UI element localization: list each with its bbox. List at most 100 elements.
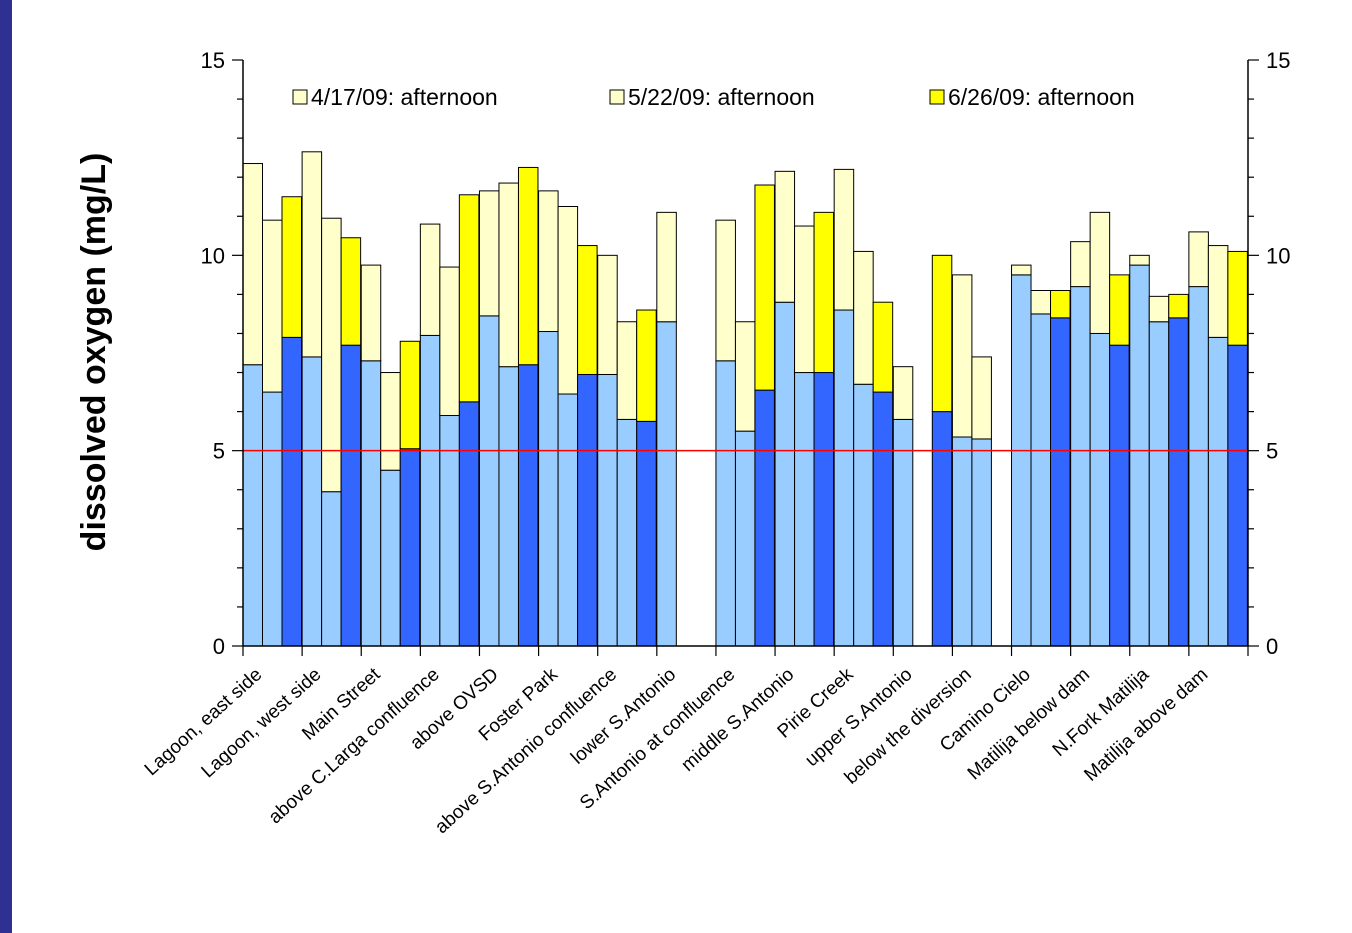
y-axis-label: dissolved oxygen (mg/L) xyxy=(75,153,113,552)
bar-segment-high xyxy=(656,211,677,323)
bar-segment-low xyxy=(616,418,638,647)
bar-segment-high xyxy=(1050,289,1071,319)
bar-segment-low xyxy=(931,411,953,647)
bar-segment-low xyxy=(321,491,342,647)
bar-segment-high xyxy=(892,366,914,420)
bar-segment-low xyxy=(1050,317,1071,647)
bar-segment-high xyxy=(774,170,796,303)
bar-segment-low xyxy=(1011,274,1032,647)
bar-segment-low xyxy=(281,336,302,647)
bar-segment-high xyxy=(301,151,323,358)
legend-label: 6/26/09: afternoon xyxy=(948,84,1135,110)
bar-segment-low xyxy=(1227,344,1248,647)
chart-panel: 0 0 5 5 10 10 15 15 Lagoon, east side Lagoon, wes… xyxy=(12,0,1352,933)
bar-segment-low xyxy=(458,401,480,647)
legend-swatch xyxy=(292,89,308,105)
bar-segment-high xyxy=(380,372,401,471)
bar-segment-low xyxy=(813,372,835,647)
bar-segment-low xyxy=(636,420,657,647)
bar-segment-low xyxy=(242,364,263,647)
bar-segment-low xyxy=(754,389,775,647)
bar-segment-low xyxy=(597,373,618,647)
bar-segment-high xyxy=(498,182,519,368)
bar-segment-low xyxy=(478,315,500,647)
bar-segment-low xyxy=(301,356,323,647)
bar-segment-high xyxy=(813,211,835,374)
y-tick-label-left: 15 xyxy=(201,48,225,73)
bar-segment-high xyxy=(1070,241,1091,288)
bar-segment-high xyxy=(616,321,638,420)
bar-segment-low xyxy=(892,418,914,647)
bar-segment-high xyxy=(1011,264,1032,276)
bar-segment-high xyxy=(833,168,855,311)
bar-segment-low xyxy=(262,391,283,647)
bar-segment-low xyxy=(1188,286,1209,647)
bar-segment-high xyxy=(1129,254,1150,266)
bar-segment-low xyxy=(340,344,362,647)
bar-segment-high xyxy=(458,194,480,403)
bar-segment-high xyxy=(1148,295,1170,323)
bar-segment-low xyxy=(1148,321,1170,647)
bar-segment-low xyxy=(538,331,559,647)
bar-segment-high xyxy=(636,309,657,422)
x-category-label: upper S.Antonio xyxy=(801,664,916,771)
bar-segment-low xyxy=(1207,336,1229,647)
bar-segment-high xyxy=(1207,245,1229,338)
bar-segment-high xyxy=(557,206,579,395)
bar-segment-low xyxy=(419,334,441,647)
bar-segment-high xyxy=(340,237,362,346)
bar-segment-high xyxy=(931,254,953,413)
bar-segment-high xyxy=(439,266,460,417)
bar-segment-high xyxy=(517,166,539,366)
bar-segment-high xyxy=(1188,231,1209,288)
bar-segment-high xyxy=(794,225,815,374)
bar-segment-high xyxy=(715,219,736,362)
bar-segment-high xyxy=(1168,293,1189,319)
bar-segment-high xyxy=(281,196,302,338)
bar-segment-low xyxy=(1168,317,1189,647)
bar-segment-high xyxy=(872,301,894,393)
bar-segment-low xyxy=(774,301,796,647)
bar-segment-low xyxy=(715,360,736,647)
bar-segment-high xyxy=(1109,274,1130,346)
bar-segment-high xyxy=(538,190,559,333)
y-tick-label-left: 10 xyxy=(201,243,225,268)
bar-segment-low xyxy=(498,366,519,647)
y-tick-label-left: 5 xyxy=(213,439,225,464)
bar-segment-low xyxy=(360,360,382,647)
bar-segment-high xyxy=(419,223,441,336)
bar-segment-low xyxy=(1129,264,1150,647)
y-tick-label-right: 0 xyxy=(1266,634,1278,659)
bar-segment-high xyxy=(971,356,992,440)
y-tick-label-right: 10 xyxy=(1266,243,1290,268)
legend-label: 5/22/09: afternoon xyxy=(628,84,815,110)
bar-segment-low xyxy=(517,364,539,647)
x-category-label: lower S.Antonio xyxy=(567,664,680,769)
y-tick-label-right: 5 xyxy=(1266,439,1278,464)
y-tick-label-right: 15 xyxy=(1266,48,1290,73)
legend: 4/17/09: afternoon 5/22/09: afternoon 6/26… xyxy=(292,84,1135,110)
bar-segment-low xyxy=(833,309,855,647)
bar-segment-high xyxy=(734,321,756,432)
bar-segment-low xyxy=(1109,344,1130,647)
bar-segment-high xyxy=(262,219,283,393)
bar-segment-high xyxy=(853,250,874,385)
bar-segment-high xyxy=(1030,289,1052,315)
bar-segment-high xyxy=(399,340,421,450)
bar-segment-high xyxy=(478,190,500,317)
bar-segment-low xyxy=(577,373,598,647)
bar-segment-high xyxy=(1227,250,1248,346)
bar-segment-high xyxy=(754,184,775,391)
bar-segment-low xyxy=(656,321,677,647)
bar-segment-high xyxy=(360,264,382,362)
bar-segment-low xyxy=(1070,286,1091,647)
bar-segment-low xyxy=(1089,332,1111,647)
bar-segment-low xyxy=(971,438,992,647)
bar-segment-low xyxy=(853,383,874,647)
bar-segment-high xyxy=(1089,211,1111,334)
bar-segment-low xyxy=(734,430,756,647)
bar-segment-low xyxy=(380,469,401,647)
bar-segment-low xyxy=(794,372,815,647)
legend-swatch xyxy=(609,89,625,105)
bar-segment-high xyxy=(597,254,618,375)
